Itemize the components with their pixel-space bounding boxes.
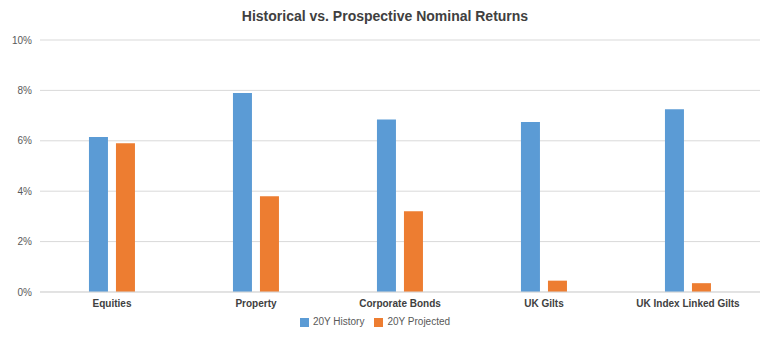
html-text:Historical vs. Prospective Nom: Historical vs. Prospective Nominal Retur… <box>241 8 529 24</box>
svg-text:Equities: Equities <box>93 298 132 309</box>
svg-text:2%: 2% <box>18 236 33 247</box>
html-text:20Y Projected: 20Y Projected <box>387 316 451 327</box>
svg-text:4%: 4% <box>18 186 33 197</box>
svg-text:UK Gilts: UK Gilts <box>524 298 564 309</box>
svg-text:10%: 10% <box>12 35 32 46</box>
svg-text:Corporate Bonds: Corporate Bonds <box>359 298 441 309</box>
html-text:20Y History: 20Y History <box>312 316 365 327</box>
svg-text:0%: 0% <box>18 287 33 298</box>
svg-text:8%: 8% <box>18 85 33 96</box>
svg-text:UK Index Linked Gilts: UK Index Linked Gilts <box>636 298 740 309</box>
svg-text:Property: Property <box>235 298 277 309</box>
svg-text:6%: 6% <box>18 135 33 146</box>
